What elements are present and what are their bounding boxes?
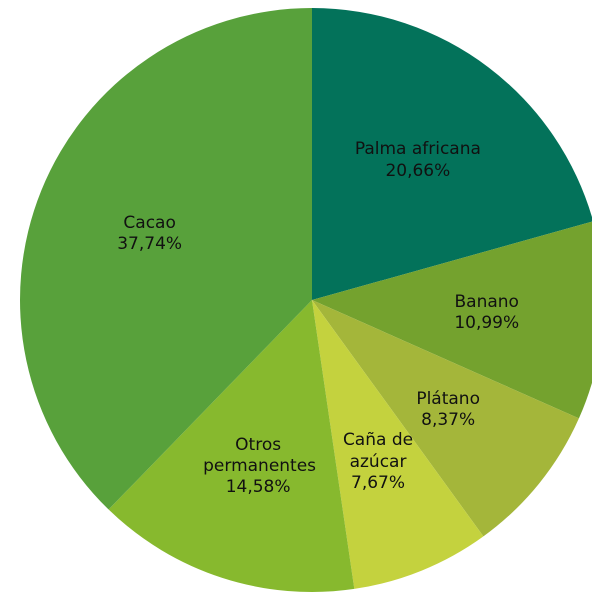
slice-label: Banano 10,99% <box>432 291 542 334</box>
pie-slice <box>108 300 355 592</box>
pie-slice <box>19 8 312 510</box>
category-label: Caña de azúcar <box>342 430 414 472</box>
category-label: Palma africana <box>354 139 481 160</box>
pie-slice <box>312 221 592 419</box>
slice-label: Plátano 8,37% <box>393 389 503 432</box>
value-label: 7,67% <box>351 472 406 493</box>
value-label: 37,74% <box>117 234 183 255</box>
pie-slice <box>312 8 592 300</box>
pie-slice <box>312 300 579 537</box>
slice-label: Otros permanentes 14,58% <box>203 434 317 499</box>
value-label: 20,66% <box>385 160 451 181</box>
slice-label: Caña de azúcar 7,67% <box>323 430 433 494</box>
value-label: 10,99% <box>454 312 520 333</box>
slice-label: Cacao 37,74% <box>65 213 235 256</box>
category-label: Cacao <box>123 212 176 233</box>
category-label: Banano <box>454 291 519 312</box>
pie-slice <box>312 300 484 589</box>
slice-label: Palma africana 20,66% <box>333 139 503 182</box>
category-label: Otros permanentes <box>203 434 317 477</box>
category-label: Plátano <box>416 388 480 409</box>
value-label: 8,37% <box>421 410 476 431</box>
value-label: 14,58% <box>225 477 291 498</box>
